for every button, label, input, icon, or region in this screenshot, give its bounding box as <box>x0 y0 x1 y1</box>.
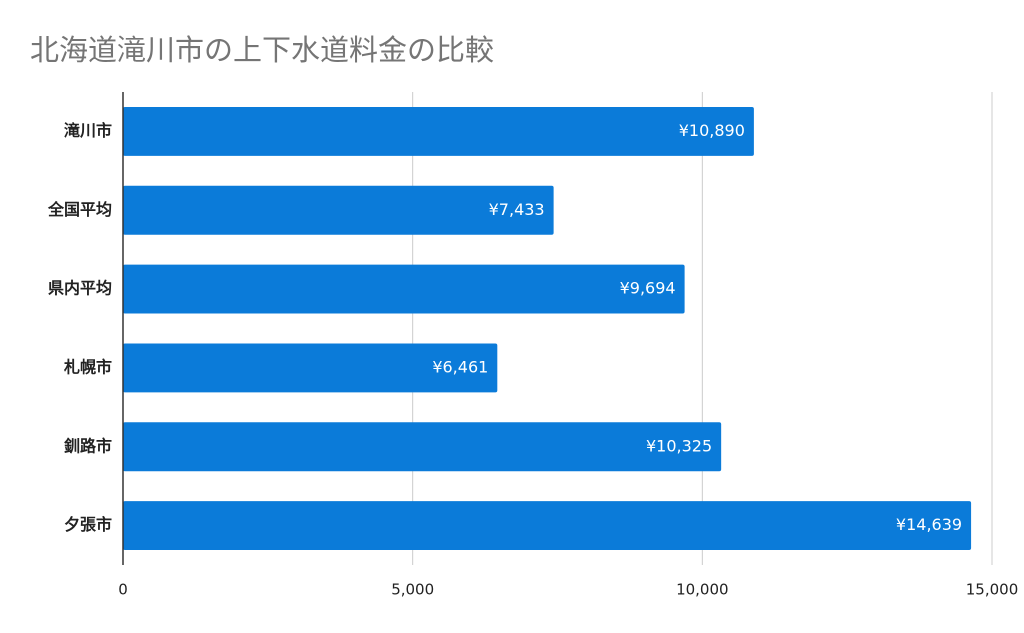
value-label: ¥6,461 <box>432 357 488 376</box>
y-tick-label: 札幌市 <box>63 357 112 376</box>
x-tick-label: 15,000 <box>966 581 1019 599</box>
value-label: ¥10,890 <box>679 121 745 140</box>
y-tick-label: 県内平均 <box>48 279 112 298</box>
x-tick-label: 0 <box>118 581 128 599</box>
x-tick-label: 5,000 <box>391 581 434 599</box>
y-tick-label: 釧路市 <box>64 436 112 455</box>
chart-title: 北海道滝川市の上下水道料金の比較 <box>30 33 494 67</box>
bar <box>123 501 972 551</box>
value-label: ¥10,325 <box>646 436 712 455</box>
bar <box>123 422 722 472</box>
bar <box>123 264 685 314</box>
bar <box>123 343 498 393</box>
bar <box>123 106 754 156</box>
value-label: ¥14,639 <box>896 515 962 534</box>
y-tick-label: 全国平均 <box>47 200 112 219</box>
bar <box>123 185 554 235</box>
value-label: ¥7,433 <box>489 200 545 219</box>
y-tick-label: 滝川市 <box>64 121 112 140</box>
value-label: ¥9,694 <box>620 279 676 298</box>
y-tick-label: 夕張市 <box>64 515 112 534</box>
x-tick-label: 10,000 <box>676 581 729 599</box>
